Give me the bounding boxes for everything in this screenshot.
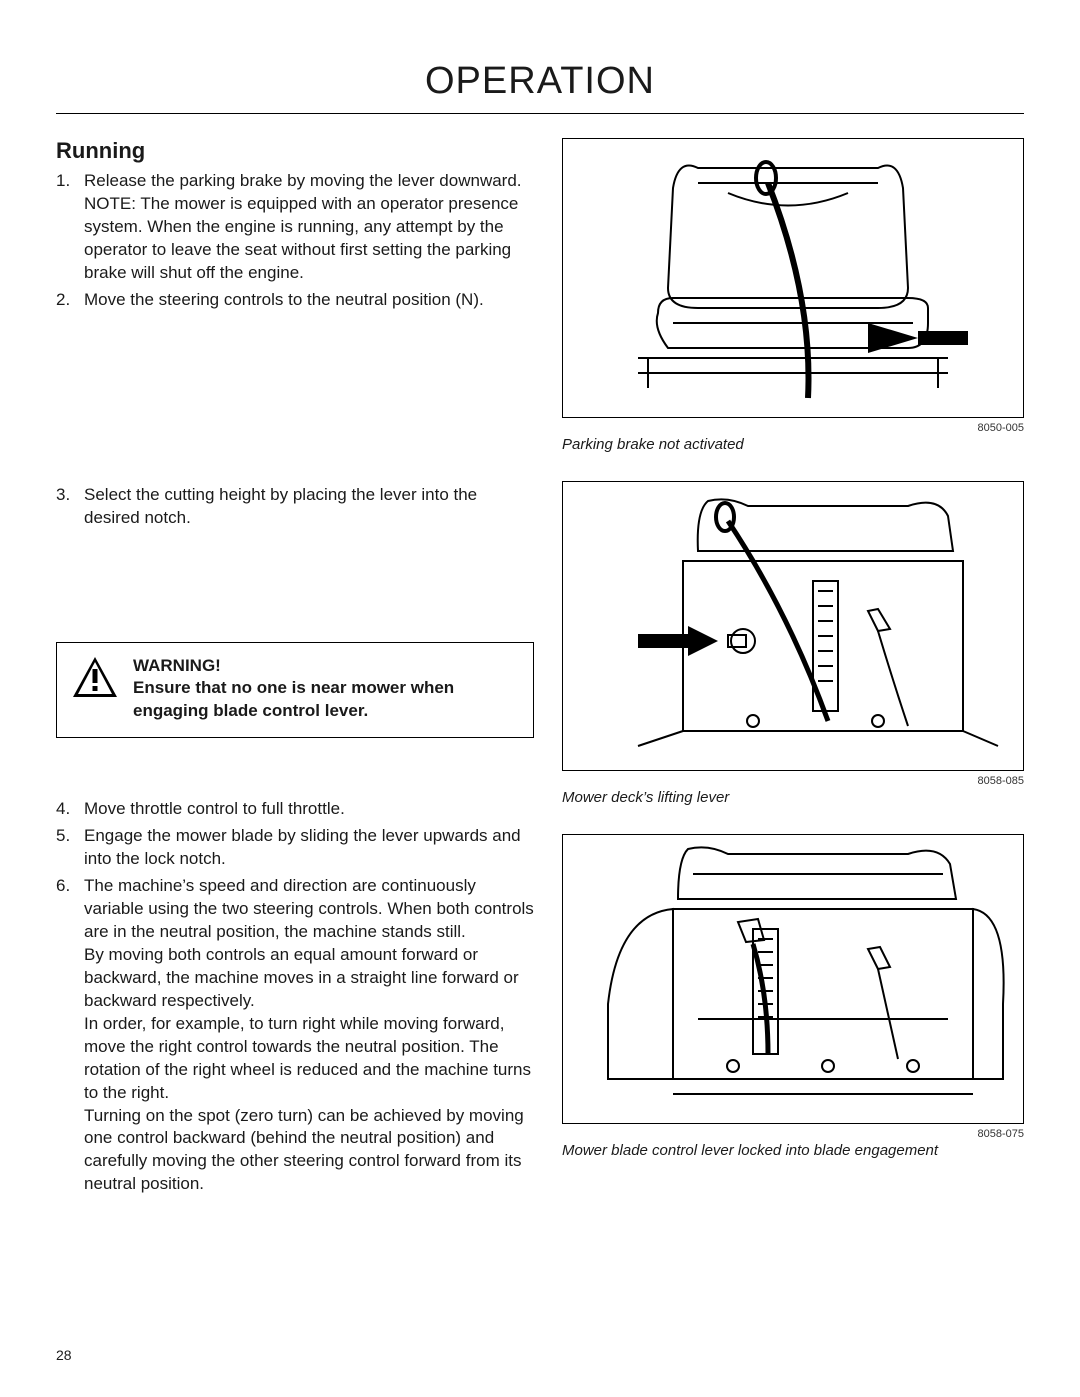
step-item: 3. Select the cutting height by placing … <box>56 484 534 530</box>
step-text: Release the parking brake by moving the … <box>84 170 534 285</box>
figure-caption: Parking brake not activated <box>562 436 1024 453</box>
step-item: 6. The machine’s speed and direction are… <box>56 875 534 1196</box>
right-column: 8050-005 Parking brake not activated <box>562 138 1024 1200</box>
vertical-spacer <box>56 738 534 798</box>
steps-list-a: 1. Release the parking brake by moving t… <box>56 170 534 312</box>
step-number: 5. <box>56 825 84 871</box>
warning-text: WARNING! Ensure that no one is near mowe… <box>133 655 519 724</box>
figure-illustration <box>562 138 1024 418</box>
warning-box: WARNING! Ensure that no one is near mowe… <box>56 642 534 739</box>
step-text: Move the steering controls to the neutra… <box>84 289 534 312</box>
step-item: 1. Release the parking brake by moving t… <box>56 170 534 285</box>
figure: 8050-005 Parking brake not activated <box>562 138 1024 453</box>
page-root: OPERATION Running 1. Release the parking… <box>0 0 1080 1397</box>
seat-lever-icon <box>578 148 1008 408</box>
vertical-spacer <box>56 534 534 642</box>
figure-illustration <box>562 481 1024 771</box>
page-number: 28 <box>56 1347 72 1363</box>
step-text: Move throttle control to full throttle. <box>84 798 534 821</box>
figure-id: 8050-005 <box>562 422 1024 434</box>
step-number: 4. <box>56 798 84 821</box>
figure-id: 8058-075 <box>562 1128 1024 1140</box>
steps-list-c: 4. Move throttle control to full throttl… <box>56 798 534 1196</box>
vertical-spacer <box>56 316 534 484</box>
warning-triangle-icon <box>71 655 119 704</box>
figure-illustration <box>562 834 1024 1124</box>
warning-body: Ensure that no one is near mower when en… <box>133 677 519 723</box>
step-text: Select the cutting height by placing the… <box>84 484 534 530</box>
figure-caption: Mower deck’s lifting lever <box>562 789 1024 806</box>
page-title: OPERATION <box>56 60 1024 114</box>
step-item: 5. Engage the mower blade by sliding the… <box>56 825 534 871</box>
left-column: Running 1. Release the parking brake by … <box>56 138 534 1200</box>
step-text: The machine’s speed and direction are co… <box>84 875 534 1196</box>
step-number: 6. <box>56 875 84 1196</box>
section-heading: Running <box>56 138 534 164</box>
step-number: 1. <box>56 170 84 285</box>
figure: 8058-075 Mower blade control lever locke… <box>562 834 1024 1159</box>
step-text: Engage the mower blade by sliding the le… <box>84 825 534 871</box>
step-item: 4. Move throttle control to full throttl… <box>56 798 534 821</box>
figure: 8058-085 Mower deck’s lifting lever <box>562 481 1024 806</box>
warning-title: WARNING! <box>133 655 519 678</box>
deck-lever-icon <box>578 491 1008 761</box>
step-number: 3. <box>56 484 84 530</box>
step-item: 2. Move the steering controls to the neu… <box>56 289 534 312</box>
blade-lever-icon <box>578 844 1008 1114</box>
steps-list-b: 3. Select the cutting height by placing … <box>56 484 534 530</box>
step-number: 2. <box>56 289 84 312</box>
figure-caption: Mower blade control lever locked into bl… <box>562 1142 1024 1159</box>
figure-id: 8058-085 <box>562 775 1024 787</box>
two-column-layout: Running 1. Release the parking brake by … <box>56 138 1024 1200</box>
